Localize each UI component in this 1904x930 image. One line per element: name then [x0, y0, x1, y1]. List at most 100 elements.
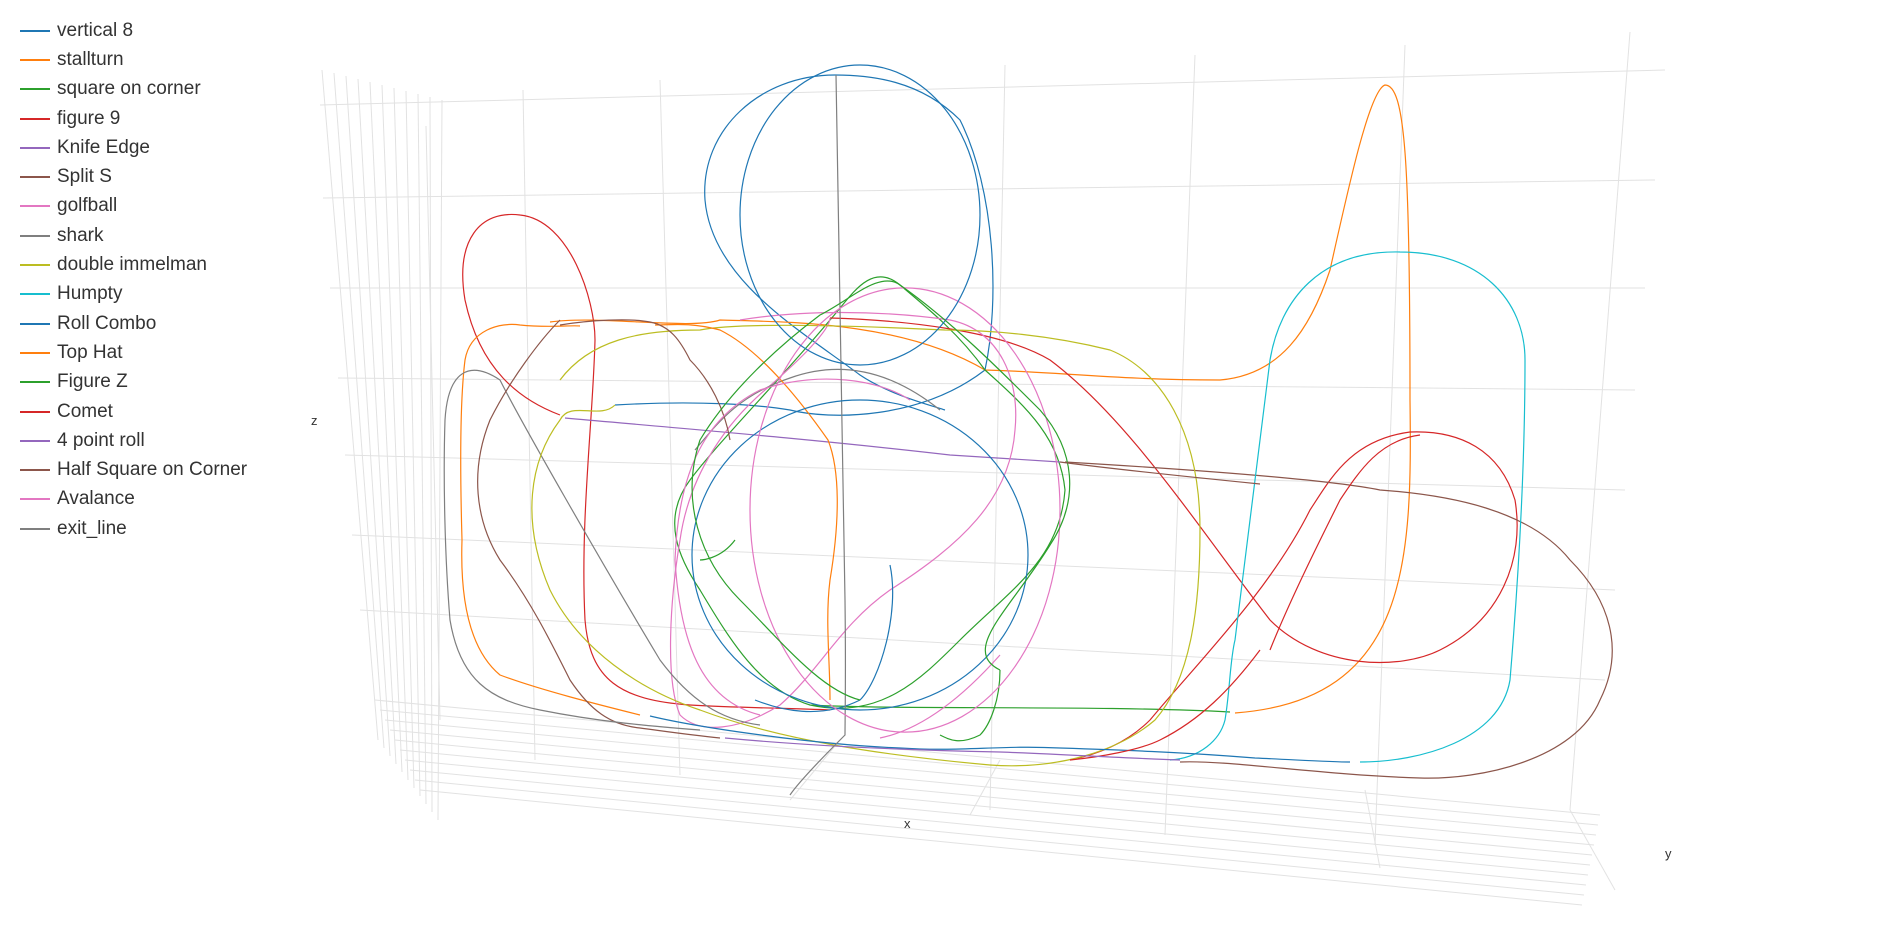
legend-swatch — [20, 117, 50, 120]
legend-item-knife-edge[interactable]: Knife Edge — [20, 133, 247, 162]
legend-label: Split S — [57, 166, 112, 188]
legend-swatch — [20, 410, 50, 413]
legend-swatch — [20, 58, 50, 61]
trace-shark-body — [443, 369, 701, 731]
grid-line-y-6 — [1569, 31, 1631, 811]
legend-item-humpty[interactable]: Humpty — [20, 280, 247, 309]
grid-line-y-4 — [1164, 54, 1196, 836]
legend: vertical 8 stallturn square on corner figur… — [20, 16, 247, 543]
legend-swatch — [20, 176, 50, 179]
grid-line-y-3 — [989, 64, 1006, 811]
trace-vertical-8 — [614, 74, 994, 416]
grid-line-z-1 — [322, 179, 1656, 199]
trace-comet — [1069, 649, 1261, 761]
legend-swatch — [20, 29, 50, 32]
legend-label: exit_line — [57, 517, 127, 539]
grid-line-floor-6 — [404, 759, 1589, 876]
legend-item-exit-line[interactable]: exit_line — [20, 514, 247, 543]
grid-line-floor-9 — [419, 789, 1583, 906]
z-axis-label: z — [311, 413, 318, 428]
legend-swatch — [20, 205, 50, 208]
legend-item-shark[interactable]: shark — [20, 221, 247, 250]
legend-item-comet[interactable]: Comet — [20, 397, 247, 426]
trace-stallturn — [549, 84, 1411, 714]
grid-line-left-7 — [405, 90, 421, 797]
grid-line-floor-0 — [374, 699, 1601, 816]
legend-label: Roll Combo — [57, 312, 157, 334]
legend-label: Knife Edge — [57, 136, 150, 158]
legend-item-4-point-roll[interactable]: 4 point roll — [20, 426, 247, 455]
grid-line-z-5 — [351, 534, 1616, 591]
legend-label: double immelman — [57, 254, 207, 276]
grid-line-left-10 — [437, 99, 443, 821]
trace-comet-body — [1269, 434, 1421, 651]
legend-item-figure-z[interactable]: Figure Z — [20, 368, 247, 397]
legend-item-roll-combo[interactable]: Roll Combo — [20, 309, 247, 338]
grid-floor-tick-3 — [789, 739, 841, 801]
legend-label: golfball — [57, 195, 118, 217]
trace-golfball — [669, 311, 1017, 728]
trace-shark — [499, 368, 941, 726]
x-axis-label: x — [904, 816, 911, 831]
legend-item-golfball[interactable]: golfball — [20, 192, 247, 221]
legend-label: Top Hat — [57, 341, 123, 363]
grid-line-y-0 — [425, 125, 441, 721]
grid-line-floor-1 — [379, 709, 1599, 826]
legend-swatch — [20, 527, 50, 530]
legend-label: Figure Z — [57, 371, 128, 393]
legend-item-square-on-corner[interactable]: square on corner — [20, 75, 247, 104]
legend-item-split-s[interactable]: Split S — [20, 162, 247, 191]
trace-figure-9 — [462, 213, 1518, 761]
trace-split-s — [1064, 461, 1613, 779]
legend-swatch — [20, 351, 50, 354]
trace-exit-line — [789, 74, 847, 796]
trace-split-s-entry — [1059, 461, 1261, 485]
grid-line-left-1 — [333, 72, 385, 749]
grid-line-z-0 — [319, 69, 1666, 106]
grid-line-left-0 — [321, 69, 379, 741]
grid-line-z-4 — [344, 454, 1626, 491]
legend-label: 4 point roll — [57, 429, 145, 451]
legend-item-half-square-on-corner[interactable]: Half Square on Corner — [20, 455, 247, 484]
trace-humpty — [1169, 251, 1526, 763]
legend-item-top-hat[interactable]: Top Hat — [20, 338, 247, 367]
grid-line-floor-5 — [399, 749, 1591, 866]
y-axis-label: y — [1665, 846, 1672, 861]
legend-swatch — [20, 234, 50, 237]
legend-item-avalance[interactable]: Avalance — [20, 485, 247, 514]
legend-label: vertical 8 — [57, 19, 134, 41]
grid-line-y-1 — [522, 89, 536, 761]
legend-swatch — [20, 322, 50, 325]
legend-label: Humpty — [57, 283, 123, 305]
trace-4-point-roll — [724, 737, 1181, 761]
trace-vertical-8-top-loop — [739, 64, 981, 366]
trace-top-hat — [460, 323, 838, 716]
grid-floor-tick-2 — [969, 759, 1001, 816]
grid-axis-y — [1569, 809, 1616, 891]
trace-figure-z-core — [691, 280, 1071, 701]
legend-label: Half Square on Corner — [57, 459, 248, 481]
legend-label: shark — [57, 224, 104, 246]
legend-swatch — [20, 264, 50, 267]
legend-swatch — [20, 498, 50, 501]
legend-label: stallturn — [57, 48, 124, 70]
grid-line-left-8 — [417, 93, 427, 805]
trace-double-immelman — [531, 324, 1201, 767]
trace-roll-combo — [649, 564, 1351, 763]
legend-item-figure-9[interactable]: figure 9 — [20, 104, 247, 133]
legend-label: Comet — [57, 400, 113, 422]
trace-knife-edge — [564, 417, 1061, 463]
legend-item-vertical-8[interactable]: vertical 8 — [20, 16, 247, 45]
legend-label: Avalance — [57, 488, 135, 510]
trace-roll-combo-loop — [691, 399, 1029, 711]
legend-swatch — [20, 88, 50, 91]
grid-line-left-4 — [369, 81, 403, 773]
grid-line-floor-3 — [389, 729, 1595, 846]
legend-item-stallturn[interactable]: stallturn — [20, 45, 247, 74]
grid-line-z-3 — [337, 377, 1636, 391]
legend-item-double-immelman[interactable]: double immelman — [20, 250, 247, 279]
grid-line-floor-7 — [409, 769, 1587, 886]
legend-swatch — [20, 293, 50, 296]
trace-square-on-corner — [674, 276, 1231, 713]
